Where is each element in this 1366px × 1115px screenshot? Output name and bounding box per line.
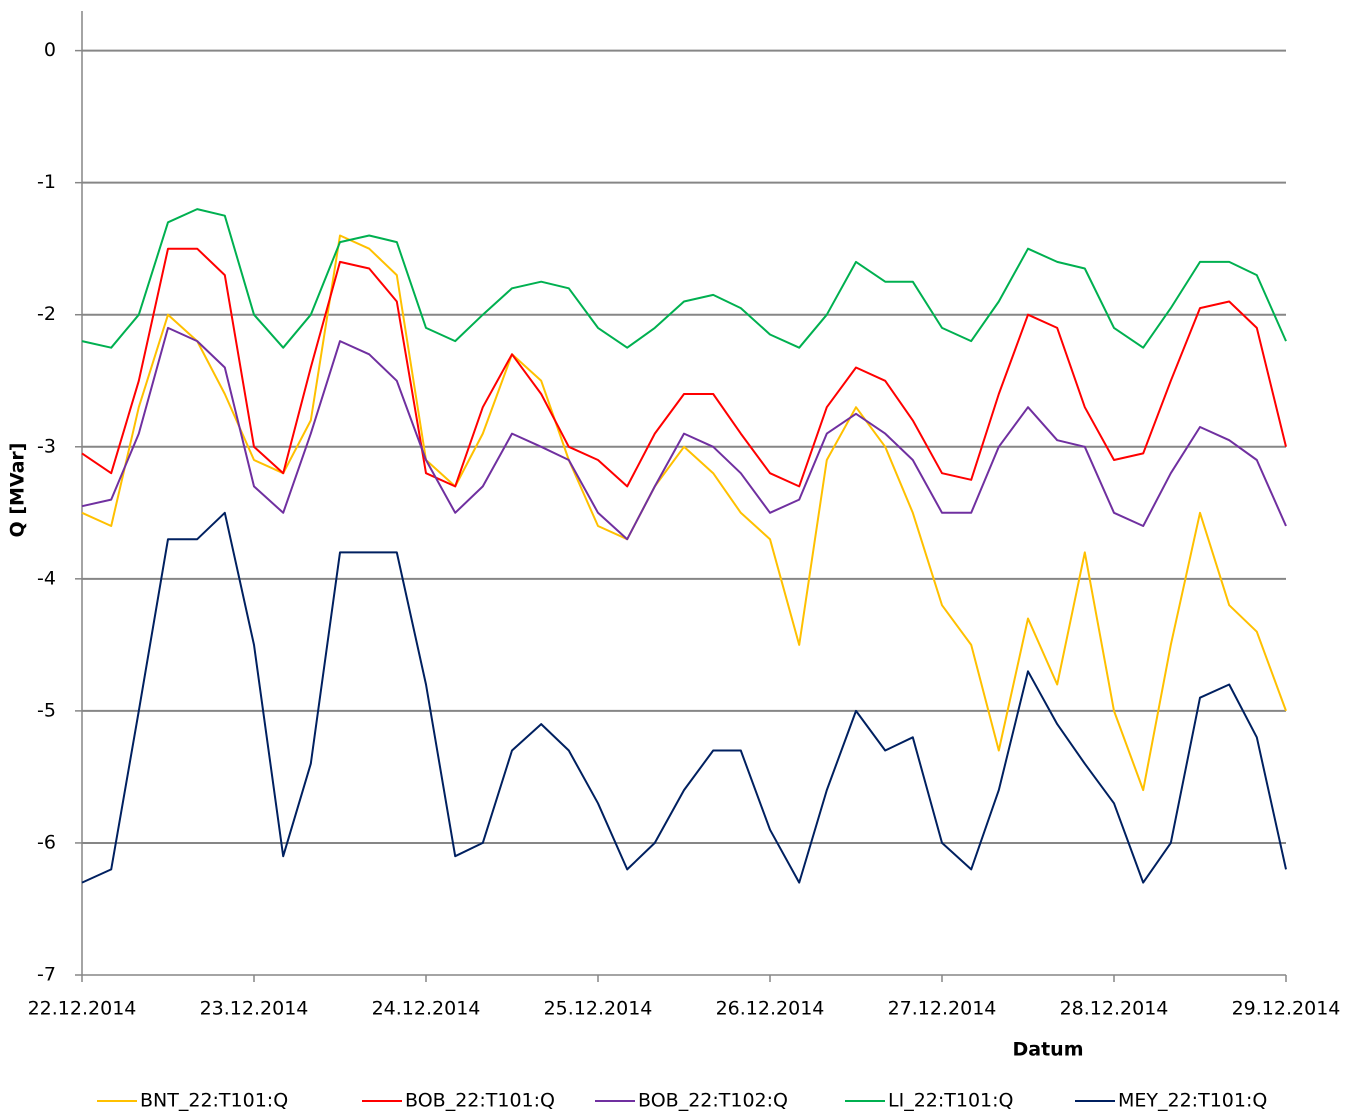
y-tick-label: -5 [37, 699, 56, 721]
series-line [81, 208, 1287, 349]
legend-label: LI_22:T101:Q [888, 1090, 1014, 1112]
x-tick-label: 23.12.2014 [200, 998, 309, 1020]
x-tick-label: 27.12.2014 [888, 998, 997, 1020]
y-tick-label: -6 [37, 831, 56, 853]
series-line [81, 247, 1287, 488]
x-tick-label: 26.12.2014 [716, 998, 825, 1020]
legend-label: BOB_22:T102:Q [638, 1090, 788, 1112]
y-tick-label: -3 [37, 435, 56, 457]
y-tick-label: -7 [37, 964, 56, 986]
y-tick-label: -4 [37, 567, 56, 589]
legend-label: MEY_22:T101:Q [1118, 1090, 1267, 1112]
y-tick-label: -2 [37, 303, 56, 325]
legend-label: BOB_22:T101:Q [405, 1090, 555, 1112]
series-line [81, 326, 1287, 541]
x-tick-label: 28.12.2014 [1060, 998, 1169, 1020]
x-axis-title: Datum [1013, 1039, 1084, 1061]
x-tick-label: 22.12.2014 [28, 998, 137, 1020]
y-tick-label: 0 [44, 39, 56, 61]
x-tick-label: 29.12.2014 [1232, 998, 1341, 1020]
legend-label: BNT_22:T101:Q [140, 1090, 288, 1112]
x-tick-label: 24.12.2014 [372, 998, 481, 1020]
x-tick-label: 25.12.2014 [544, 998, 653, 1020]
y-axis-title: Q [MVar] [7, 443, 29, 538]
y-tick-label: -1 [37, 171, 56, 193]
series-line [81, 511, 1287, 884]
